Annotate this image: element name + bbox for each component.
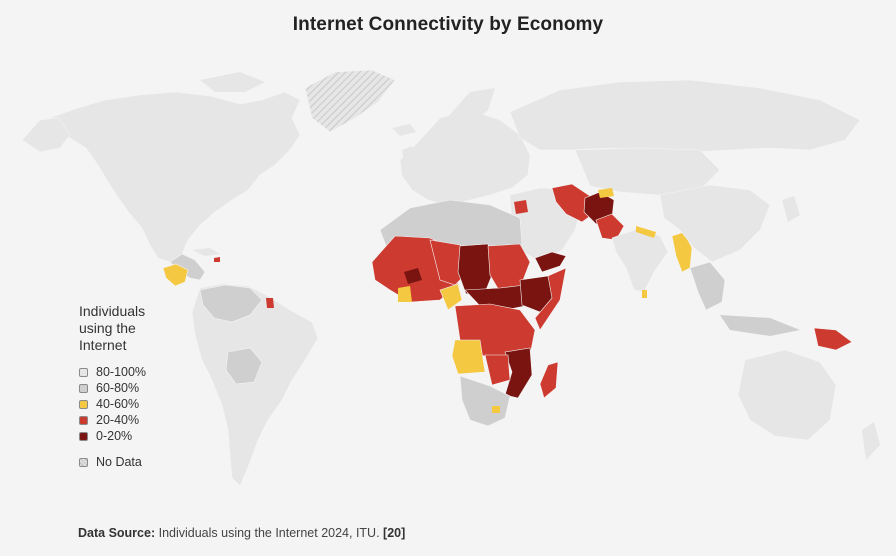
region-new-zealand[interactable] (862, 422, 880, 460)
region-greenland[interactable] (304, 69, 396, 133)
country-haiti[interactable] (214, 257, 220, 262)
legend-label: 80-100% (96, 365, 147, 379)
region-south-america[interactable] (191, 283, 319, 487)
country-honduras-nicaragua[interactable] (162, 263, 189, 287)
country-somalia[interactable] (534, 267, 567, 331)
map-title: Internet Connectivity by Economy (292, 14, 604, 35)
legend: Individuals using the Internet 80-100% 6… (79, 303, 199, 470)
country-burkina[interactable] (404, 268, 422, 284)
region-russia[interactable] (509, 79, 861, 153)
country-ghana-togo[interactable] (398, 286, 412, 302)
source-ref[interactable]: [20] (383, 526, 406, 540)
region-alaska[interactable] (21, 117, 71, 153)
country-lesotho[interactable] (492, 406, 500, 413)
region-south-america-north[interactable] (199, 284, 263, 323)
country-madagascar[interactable] (539, 361, 559, 399)
region-europe[interactable] (399, 109, 531, 206)
legend-swatch-no-data (79, 457, 88, 467)
region-australia[interactable] (737, 349, 837, 441)
legend-swatch (79, 399, 88, 409)
country-suriname[interactable] (266, 298, 274, 308)
legend-label: 60-80% (96, 381, 140, 395)
legend-label: 20-40% (96, 413, 140, 427)
legend-item-40-60[interactable]: 40-60% (79, 396, 199, 412)
country-sri-lanka[interactable] (642, 290, 647, 298)
legend-item-80-100[interactable]: 80-100% (79, 364, 199, 380)
country-syria[interactable] (514, 200, 528, 214)
country-nigeria[interactable] (439, 283, 463, 311)
region-china[interactable] (659, 184, 771, 263)
region-japan[interactable] (782, 196, 800, 222)
country-pakistan[interactable] (595, 213, 625, 241)
legend-item-0-20[interactable]: 0-20% (79, 428, 199, 444)
legend-label: 40-60% (96, 397, 140, 411)
legend-item-no-data[interactable]: No Data (79, 454, 199, 470)
region-southern-africa[interactable] (459, 375, 511, 427)
country-nepal[interactable] (636, 226, 656, 238)
region-scandinavia[interactable] (445, 88, 495, 125)
region-indonesia[interactable] (720, 315, 800, 336)
legend-item-20-40[interactable]: 20-40% (79, 412, 199, 428)
legend-label: 0-20% (96, 429, 133, 443)
legend-item-60-80[interactable]: 60-80% (79, 380, 199, 396)
legend-swatch (79, 383, 88, 393)
country-tajikistan[interactable] (598, 188, 614, 198)
country-angola[interactable] (451, 339, 486, 375)
country-papua-new-guinea[interactable] (813, 327, 853, 351)
region-southeast-asia[interactable] (689, 261, 726, 311)
legend-swatch (79, 431, 88, 441)
region-north-america[interactable] (49, 91, 301, 263)
country-bolivia[interactable] (225, 347, 263, 385)
country-cuba[interactable] (192, 248, 220, 256)
legend-label: No Data (96, 455, 142, 469)
country-zambia-mozambique[interactable] (504, 347, 533, 399)
source-text: Individuals using the Internet 2024, ITU… (158, 526, 380, 540)
region-iceland[interactable] (392, 124, 416, 136)
country-india[interactable] (611, 227, 669, 293)
data-source: Data Source: Individuals using the Inter… (78, 526, 405, 540)
country-yemen[interactable] (534, 251, 567, 273)
source-label: Data Source: (78, 526, 156, 540)
country-zambia[interactable] (484, 354, 511, 386)
region-uk[interactable] (402, 146, 414, 164)
legend-swatch (79, 367, 88, 377)
region-arctic-islands[interactable] (200, 72, 265, 92)
legend-title: Individuals using the Internet (79, 303, 146, 353)
legend-swatch (79, 415, 88, 425)
